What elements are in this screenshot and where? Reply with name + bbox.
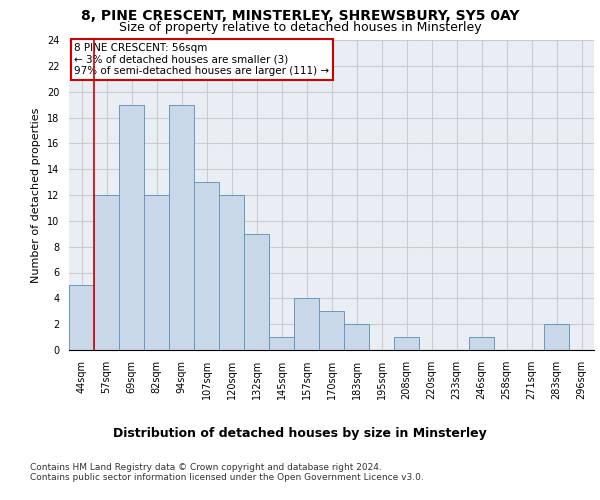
- Bar: [244, 234, 269, 350]
- Bar: [94, 195, 119, 350]
- Bar: [169, 104, 194, 350]
- Bar: [469, 337, 494, 350]
- Bar: [544, 324, 569, 350]
- Text: Contains HM Land Registry data © Crown copyright and database right 2024.
Contai: Contains HM Land Registry data © Crown c…: [30, 462, 424, 482]
- Bar: [119, 104, 144, 350]
- Bar: [294, 298, 319, 350]
- Text: 8 PINE CRESCENT: 56sqm
← 3% of detached houses are smaller (3)
97% of semi-detac: 8 PINE CRESCENT: 56sqm ← 3% of detached …: [74, 43, 329, 76]
- Text: Size of property relative to detached houses in Minsterley: Size of property relative to detached ho…: [119, 21, 481, 34]
- Bar: [344, 324, 369, 350]
- Y-axis label: Number of detached properties: Number of detached properties: [31, 108, 41, 282]
- Bar: [394, 337, 419, 350]
- Text: 8, PINE CRESCENT, MINSTERLEY, SHREWSBURY, SY5 0AY: 8, PINE CRESCENT, MINSTERLEY, SHREWSBURY…: [81, 9, 519, 23]
- Bar: [219, 195, 244, 350]
- Bar: [194, 182, 219, 350]
- Text: Distribution of detached houses by size in Minsterley: Distribution of detached houses by size …: [113, 428, 487, 440]
- Bar: [144, 195, 169, 350]
- Bar: [269, 337, 294, 350]
- Bar: [319, 311, 344, 350]
- Bar: [69, 286, 94, 350]
